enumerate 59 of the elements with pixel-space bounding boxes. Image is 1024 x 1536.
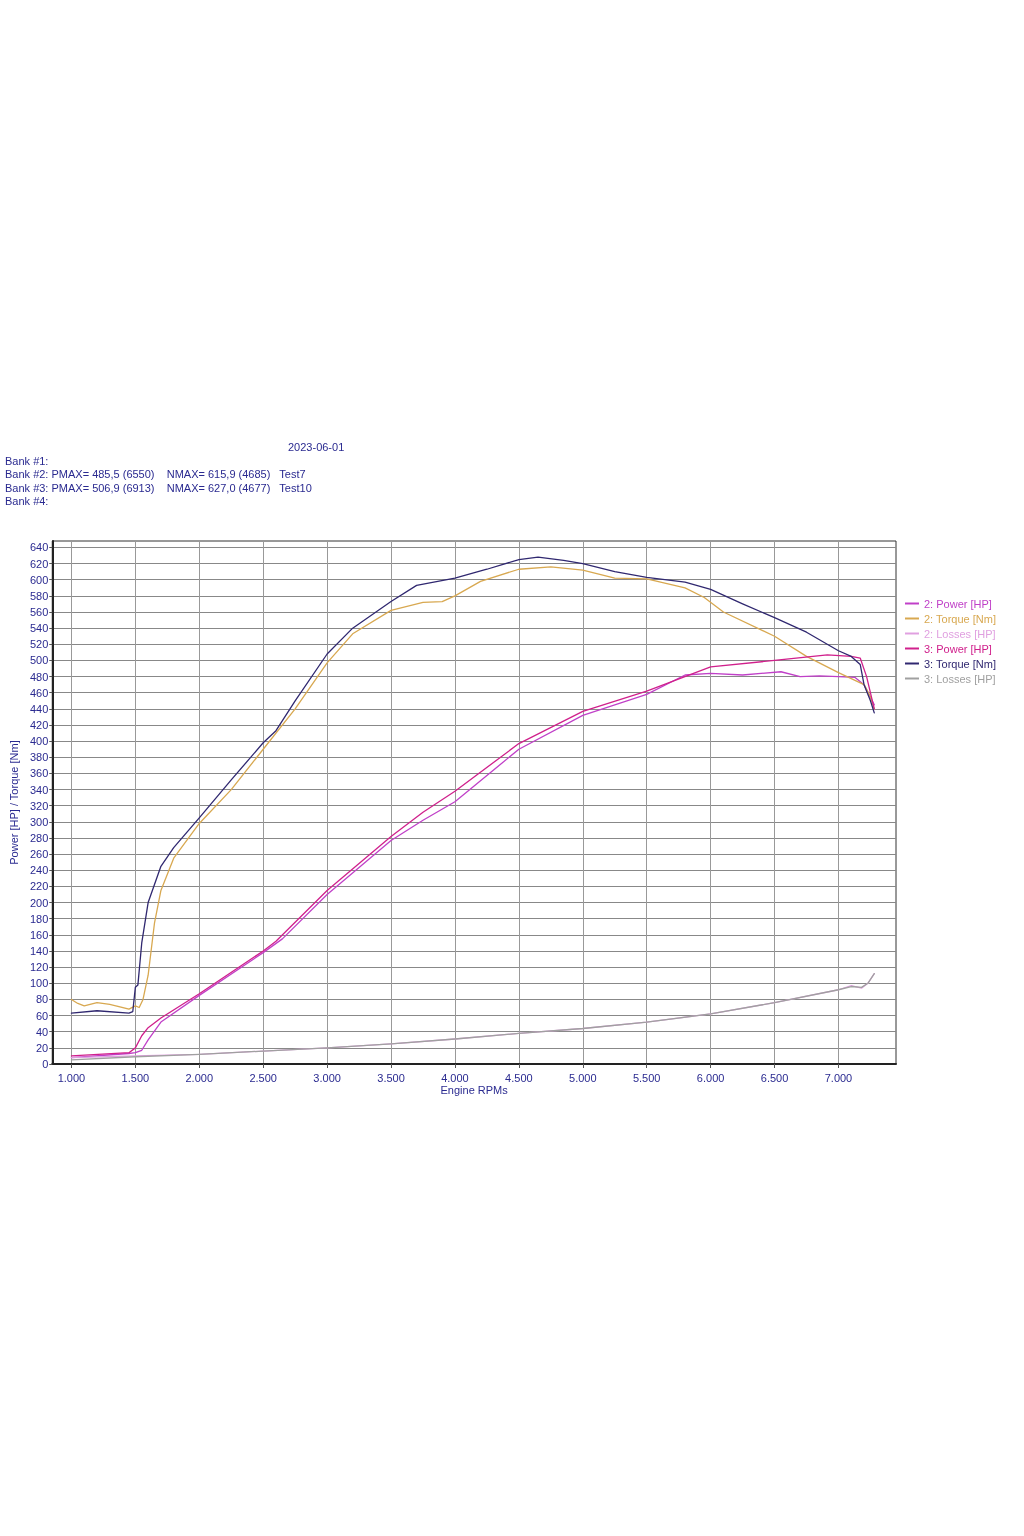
y-tick-label: 260 — [29, 848, 49, 861]
y-tick-label: 340 — [29, 783, 49, 796]
y-tick-label: 600 — [29, 573, 49, 586]
y-tick-label: 480 — [29, 670, 49, 683]
legend-label: 3: Torque [Nm] — [924, 657, 996, 670]
y-tick-label: 200 — [29, 896, 49, 909]
y-tick-label: 320 — [29, 799, 49, 812]
y-tick-label: 160 — [29, 928, 49, 941]
text: Bank #3: PMAX= 506,9 (6913) NMAX= 627,0 (4677) Test10 — [5, 481, 313, 495]
y-tick-label: 300 — [29, 815, 49, 828]
x-tick-label: 4.000 — [441, 1071, 469, 1084]
y-tick-label: 560 — [29, 606, 49, 619]
legend-label: 2: Power [HP] — [924, 597, 992, 610]
legend-label: 2: Torque [Nm] — [924, 612, 996, 625]
y-tick-label: 180 — [29, 912, 49, 925]
y-tick-label: 580 — [29, 589, 49, 602]
x-tick-label: 7.000 — [824, 1071, 853, 1084]
y-tick-label: 240 — [29, 864, 49, 877]
text: 2023-06-01 — [288, 441, 345, 455]
legend-label: 3: Losses [HP] — [924, 672, 996, 685]
x-tick-label: 1.000 — [57, 1071, 86, 1084]
y-tick-label: 380 — [29, 751, 49, 764]
y-tick-label: 20 — [36, 1041, 49, 1054]
y-tick-label: 280 — [29, 832, 49, 845]
y-tick-label: 120 — [29, 961, 49, 974]
y-tick-label: 220 — [29, 880, 49, 893]
y-tick-label: 40 — [36, 1025, 49, 1038]
x-tick-label: 4.500 — [505, 1071, 533, 1084]
y-tick-label: 60 — [36, 1009, 49, 1022]
y-tick-label: 140 — [29, 945, 49, 958]
x-tick-label: 6.000 — [696, 1071, 725, 1084]
y-tick-label: 420 — [29, 719, 49, 732]
x-tick-label: 1.500 — [121, 1071, 150, 1084]
x-tick-label: 5.000 — [569, 1071, 597, 1084]
y-tick-label: 500 — [29, 654, 49, 667]
x-tick-label: 3.000 — [313, 1071, 341, 1084]
text: Bank #4: — [5, 495, 50, 509]
x-tick-label: 5.500 — [632, 1071, 661, 1084]
y-tick-label: 620 — [29, 557, 49, 570]
y-tick-label: 100 — [29, 977, 49, 990]
y-tick-label: 360 — [29, 767, 49, 780]
y-tick-label: 540 — [29, 622, 49, 635]
text: Bank #1: — [5, 454, 50, 468]
y-tick-label: 400 — [29, 735, 49, 748]
legend-label: 2: Losses [HP] — [924, 627, 996, 640]
y-tick-label: 520 — [29, 638, 49, 651]
y-tick-label: 640 — [29, 541, 49, 554]
x-axis-title: Engine RPMs — [440, 1083, 509, 1096]
text: Bank #2: PMAX= 485,5 (6550) NMAX= 615,9 (4685) Test7 — [5, 468, 307, 482]
y-tick-label: 460 — [29, 686, 49, 699]
x-tick-label: 3.500 — [377, 1071, 405, 1084]
y-tick-label: 440 — [29, 702, 49, 715]
x-tick-label: 2.000 — [185, 1071, 214, 1084]
legend-label: 3: Power [HP] — [924, 642, 992, 655]
x-tick-label: 6.500 — [760, 1071, 789, 1084]
y-tick-label: 0 — [42, 1058, 49, 1070]
y-tick-label: 80 — [36, 993, 49, 1006]
y-axis-title: Power [HP] / Torque [Nm] — [7, 740, 20, 865]
x-tick-label: 2.500 — [249, 1071, 277, 1084]
